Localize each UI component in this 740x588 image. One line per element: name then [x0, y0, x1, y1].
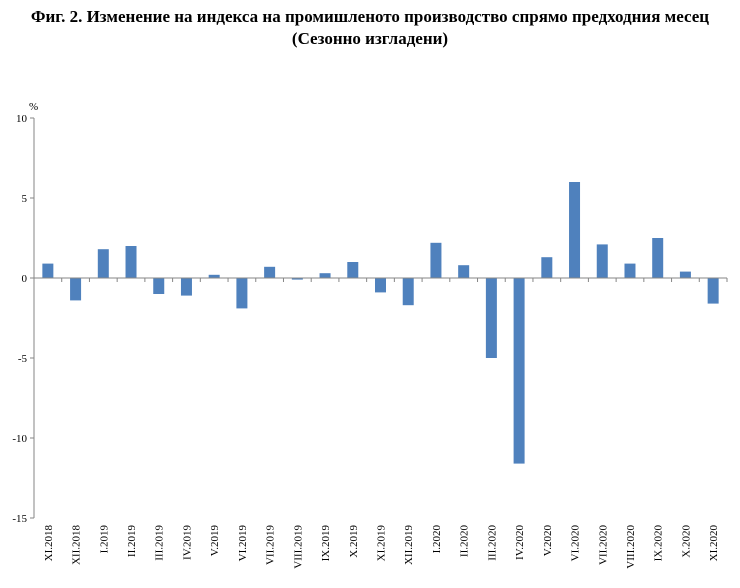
bar — [569, 182, 581, 278]
bar — [291, 278, 303, 280]
bar — [42, 263, 54, 278]
bar — [679, 271, 691, 278]
x-tick-label: XI.2020 — [708, 525, 720, 562]
y-tick-label: 0 — [22, 273, 28, 285]
chart-subtitle: (Сезонно изгладени) — [291, 29, 449, 48]
bar — [347, 262, 359, 278]
x-tick-label: VIII.2019 — [292, 525, 304, 569]
y-tick-label: 5 — [22, 193, 28, 205]
bar — [208, 274, 220, 278]
x-tick-label: IX.2020 — [653, 525, 665, 562]
bar — [70, 278, 82, 301]
bar — [236, 278, 248, 309]
x-tick-label: V.2020 — [542, 525, 554, 557]
bar — [153, 278, 165, 294]
bar — [485, 278, 497, 358]
bar — [458, 265, 470, 278]
bar — [319, 273, 331, 278]
bar — [97, 249, 109, 278]
x-tick-label: II.2020 — [459, 525, 471, 558]
x-tick-label: XI.2019 — [376, 525, 388, 562]
x-tick-label: V.2019 — [209, 525, 221, 557]
bar — [541, 257, 553, 278]
bar — [707, 278, 719, 304]
x-tick-label: IX.2019 — [320, 525, 332, 562]
x-tick-label: XII.2019 — [403, 525, 415, 566]
bar — [596, 244, 608, 278]
y-tick-label: 10 — [16, 113, 28, 125]
bar — [125, 246, 137, 278]
bar — [264, 266, 276, 278]
x-tick-label: X.2019 — [348, 525, 360, 558]
chart-title: Фиг. 2. Изменение на индекса на промишле… — [30, 7, 710, 26]
x-tick-label: VIII.2020 — [625, 525, 637, 569]
y-tick-label: -15 — [12, 513, 27, 525]
x-tick-label: XII.2018 — [71, 525, 83, 566]
x-tick-label: IV.2020 — [514, 525, 526, 560]
x-tick-label: I.2019 — [98, 525, 110, 554]
x-tick-label: VI.2019 — [237, 525, 249, 562]
x-tick-label: II.2019 — [126, 525, 138, 558]
x-tick-label: VII.2020 — [597, 525, 609, 566]
bar — [430, 242, 442, 278]
x-tick-label: III.2019 — [154, 525, 166, 561]
y-tick-label: -10 — [12, 433, 27, 445]
x-tick-label: X.2020 — [680, 525, 692, 558]
bar — [375, 278, 386, 293]
x-tick-label: III.2020 — [486, 525, 498, 561]
x-tick-label: VI.2020 — [570, 525, 582, 562]
y-axis-label: % — [29, 101, 38, 113]
x-tick-label: XI.2018 — [43, 525, 55, 562]
x-tick-label: I.2020 — [431, 525, 443, 554]
bar — [652, 238, 664, 278]
bar — [402, 278, 414, 306]
x-tick-label: IV.2019 — [181, 525, 193, 560]
y-tick-label: -5 — [18, 353, 28, 365]
bar — [513, 278, 525, 464]
bar — [624, 263, 636, 278]
bar — [180, 278, 192, 296]
x-tick-label: VII.2019 — [265, 525, 277, 566]
